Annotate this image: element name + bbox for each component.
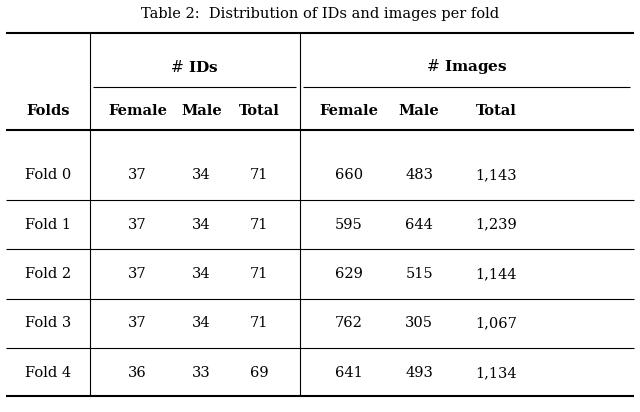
Text: 34: 34 — [192, 316, 211, 330]
Text: Folds: Folds — [26, 104, 70, 118]
Text: 71: 71 — [250, 168, 268, 182]
Text: 33: 33 — [192, 366, 211, 380]
Text: Fold 0: Fold 0 — [25, 168, 71, 182]
Text: 1,144: 1,144 — [476, 267, 516, 281]
Text: $\#$ Images: $\#$ Images — [426, 57, 508, 76]
Text: Male: Male — [399, 104, 440, 118]
Text: Total: Total — [476, 104, 516, 118]
Text: 629: 629 — [335, 267, 363, 281]
Text: 493: 493 — [405, 366, 433, 380]
Text: 37: 37 — [128, 168, 147, 182]
Text: 71: 71 — [250, 316, 268, 330]
Text: 37: 37 — [128, 267, 147, 281]
Text: 1,143: 1,143 — [475, 168, 517, 182]
Text: 1,134: 1,134 — [475, 366, 517, 380]
Text: 641: 641 — [335, 366, 363, 380]
Text: 483: 483 — [405, 168, 433, 182]
Text: 69: 69 — [250, 366, 269, 380]
Text: Male: Male — [181, 104, 222, 118]
Text: Table 2:  Distribution of IDs and images per fold: Table 2: Distribution of IDs and images … — [141, 7, 499, 21]
Text: 644: 644 — [405, 218, 433, 232]
Text: 305: 305 — [405, 316, 433, 330]
Text: Fold 3: Fold 3 — [25, 316, 71, 330]
Text: 37: 37 — [128, 218, 147, 232]
Text: 660: 660 — [335, 168, 363, 182]
Text: 34: 34 — [192, 267, 211, 281]
Text: Female: Female — [108, 104, 167, 118]
Text: Total: Total — [239, 104, 280, 118]
Text: Fold 2: Fold 2 — [25, 267, 71, 281]
Text: $\#$ IDs: $\#$ IDs — [170, 59, 219, 75]
Text: 595: 595 — [335, 218, 363, 232]
Text: 71: 71 — [250, 267, 268, 281]
Text: Fold 4: Fold 4 — [25, 366, 71, 380]
Text: 71: 71 — [250, 218, 268, 232]
Text: 515: 515 — [405, 267, 433, 281]
Text: 1,239: 1,239 — [475, 218, 517, 232]
Text: 34: 34 — [192, 218, 211, 232]
Text: 34: 34 — [192, 168, 211, 182]
Text: Fold 1: Fold 1 — [25, 218, 71, 232]
Text: 762: 762 — [335, 316, 363, 330]
Text: 1,067: 1,067 — [475, 316, 517, 330]
Text: Female: Female — [319, 104, 378, 118]
Text: 37: 37 — [128, 316, 147, 330]
Text: 36: 36 — [128, 366, 147, 380]
